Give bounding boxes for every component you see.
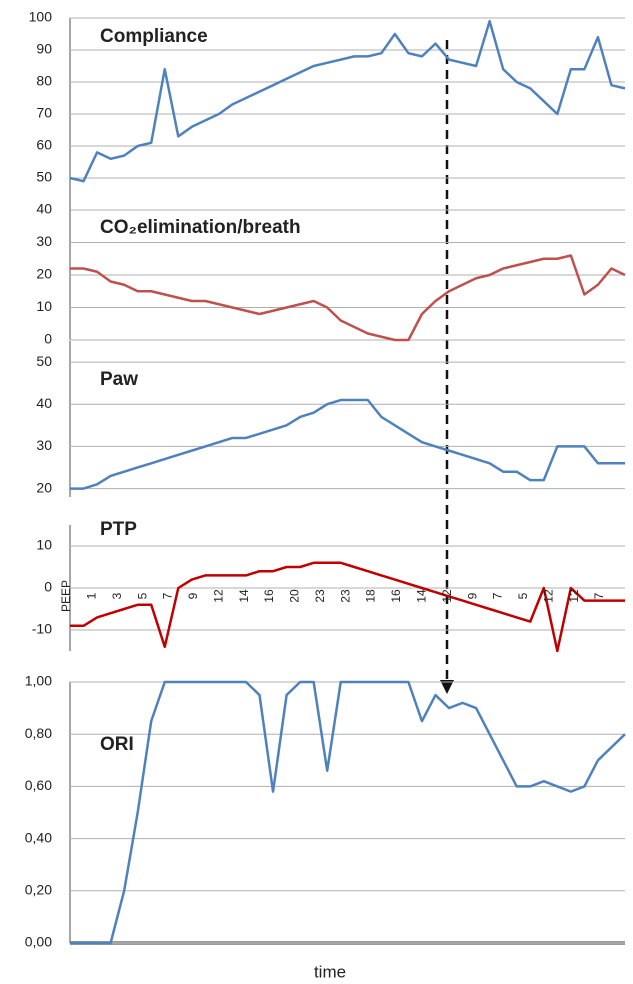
y-tick-label: 30 xyxy=(36,437,52,453)
y-tick-label: 0,20 xyxy=(25,882,52,898)
y-tick-label: 30 xyxy=(36,233,52,249)
x-tick-label: 1 xyxy=(85,592,99,599)
data-line xyxy=(70,561,625,653)
chart-title: Paw xyxy=(100,369,138,390)
x-tick-label: 5 xyxy=(135,592,149,599)
x-tick-label: 12 xyxy=(567,589,581,603)
y-tick-label: 0,00 xyxy=(25,934,52,950)
data-line xyxy=(70,254,626,342)
y-tick-label: -10 xyxy=(32,621,52,637)
y-tick-label: 0,40 xyxy=(25,829,52,845)
x-tick-label: 7 xyxy=(592,592,606,599)
y-tick-label: 60 xyxy=(36,137,52,153)
x-tick-label: 9 xyxy=(186,592,200,599)
y-tick-label: 50 xyxy=(36,353,52,369)
chart-title: PTP xyxy=(100,519,137,540)
x-tick-label: 16 xyxy=(262,589,276,603)
x-tick-label: 14 xyxy=(415,589,429,603)
x-tick-label: 18 xyxy=(364,589,378,603)
chart-title: CO₂elimination/breath xyxy=(100,217,301,238)
data-line xyxy=(69,19,626,183)
x-tick-label: 16 xyxy=(389,589,403,603)
x-axis-label: time xyxy=(314,962,346,981)
y-tick-label: 1,00 xyxy=(25,673,52,689)
x-tick-label: 20 xyxy=(288,589,302,603)
data-line xyxy=(70,680,626,945)
arrow-head xyxy=(440,680,454,694)
y-tick-label: 0 xyxy=(44,579,52,595)
chart-title: Compliance xyxy=(100,26,208,47)
x-tick-label: 14 xyxy=(237,589,251,603)
y-tick-label: 0,60 xyxy=(25,777,52,793)
x-tick-label: 3 xyxy=(110,592,124,599)
y-tick-label: 40 xyxy=(36,395,52,411)
x-tick-label: 5 xyxy=(516,592,530,599)
x-tick-label: 23 xyxy=(338,589,352,603)
x-tick-label: PEEP xyxy=(59,580,73,612)
y-tick-label: 40 xyxy=(36,201,52,217)
x-tick-label: 12 xyxy=(440,589,454,603)
chart-title: ORI xyxy=(100,734,134,755)
y-tick-label: 50 xyxy=(36,169,52,185)
y-tick-label: 20 xyxy=(36,479,52,495)
y-tick-label: 20 xyxy=(36,266,52,282)
y-tick-label: 70 xyxy=(36,105,52,121)
data-line xyxy=(70,398,625,490)
x-tick-label: 9 xyxy=(465,592,479,599)
y-tick-label: 0,80 xyxy=(25,725,52,741)
x-tick-label: 23 xyxy=(313,589,327,603)
x-tick-label: 7 xyxy=(161,592,175,599)
x-tick-label: 7 xyxy=(491,592,505,599)
y-tick-label: 90 xyxy=(36,41,52,57)
y-tick-label: 80 xyxy=(36,73,52,89)
y-tick-label: 0 xyxy=(44,331,52,347)
x-tick-label: 12 xyxy=(541,589,555,603)
y-tick-label: 10 xyxy=(36,537,52,553)
y-tick-label: 10 xyxy=(36,298,52,314)
y-tick-label: 100 xyxy=(29,9,53,25)
x-tick-label: 12 xyxy=(211,589,225,603)
